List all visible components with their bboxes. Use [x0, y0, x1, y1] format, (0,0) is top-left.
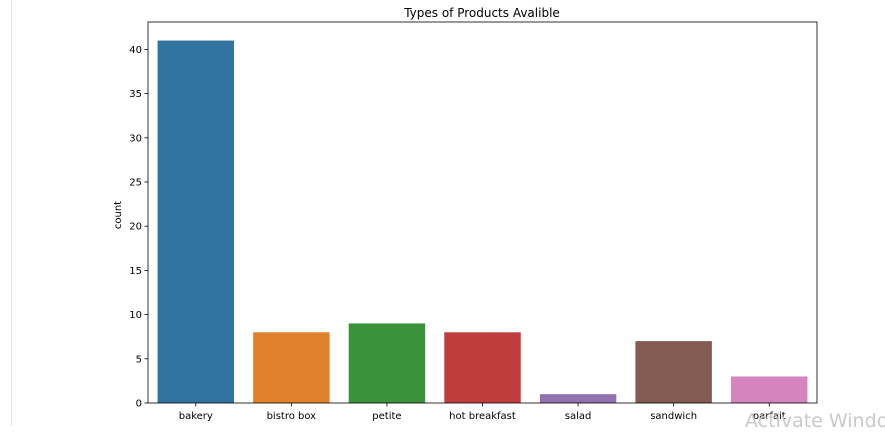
y-tick-label: 25: [129, 178, 142, 189]
bar-sandwich: [635, 341, 712, 403]
x-axis-ticks: bakery bistro box petite hot breakfast salad…: [179, 403, 786, 422]
y-tick-label: 30: [129, 133, 142, 144]
bar-salad: [539, 394, 617, 403]
plot-frame: [147, 21, 818, 404]
y-axis-ticks: 0 5 10 15 20 25 30 35 40: [129, 45, 148, 410]
bars-layer: [157, 40, 808, 404]
y-tick-label: 5: [136, 354, 142, 365]
y-tick-label: 35: [129, 89, 142, 100]
bar-petite: [348, 323, 426, 403]
x-tick-label: petite: [372, 411, 401, 422]
x-tick-label: salad: [565, 411, 592, 422]
y-tick-label: 20: [129, 222, 142, 233]
y-tick-label: 10: [129, 310, 142, 321]
x-tick-label: parfait: [753, 411, 786, 422]
activate-windows-watermark: Activate Windows: [745, 410, 885, 432]
notebook-cell-border: [11, 0, 12, 426]
chart-title: Types of Products Avalible: [403, 6, 560, 20]
y-tick-label: 15: [129, 266, 142, 277]
y-tick-label: 0: [136, 399, 142, 410]
bar-hot-breakfast: [444, 332, 521, 403]
y-axis-label: count: [113, 201, 124, 229]
x-tick-label: sandwich: [650, 411, 697, 422]
x-tick-label: bakery: [179, 411, 213, 422]
bar-bakery: [157, 40, 235, 404]
x-tick-label: bistro box: [267, 411, 317, 422]
y-tick-label: 40: [129, 45, 142, 56]
x-tick-label: hot breakfast: [449, 411, 516, 422]
bar-parfait: [730, 376, 808, 403]
bar-bistro-box: [253, 332, 330, 403]
